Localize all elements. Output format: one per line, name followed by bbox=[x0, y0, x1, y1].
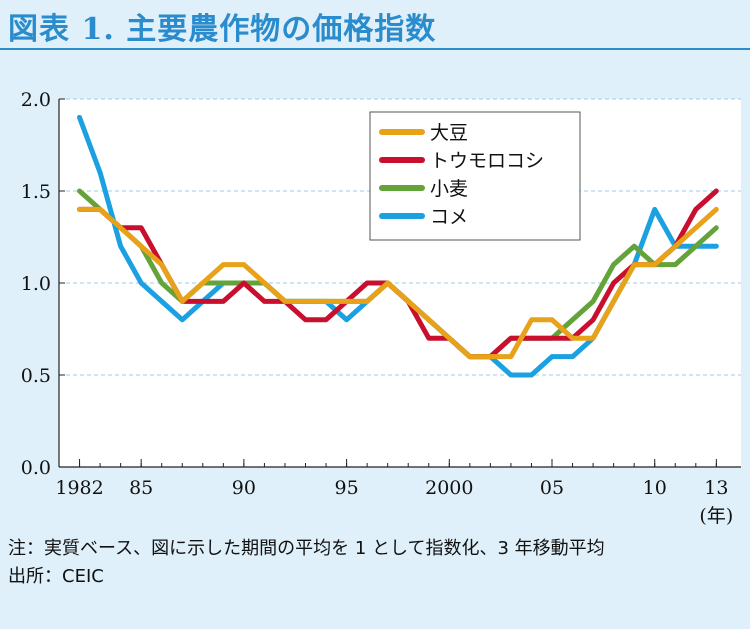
axes: 0.0 0.5 1.0 1.5 2.0 1982 85 90 95 2000 05 10 13 (年) bbox=[21, 89, 741, 527]
legend-label: コメ bbox=[430, 206, 468, 228]
legend-label: 小麦 bbox=[430, 178, 468, 200]
chart-container: 0.0 0.5 1.0 1.5 2.0 1982 85 90 95 2000 05 10 13 (年) 大… bbox=[0, 60, 750, 530]
series-line-0 bbox=[77, 206, 719, 360]
x-tick-label: 05 bbox=[540, 477, 564, 499]
y-tick-label: 0.5 bbox=[21, 365, 51, 387]
y-tick-label: 1.5 bbox=[21, 181, 51, 203]
y-tick-label: 0.0 bbox=[21, 457, 51, 479]
y-tick-label: 2.0 bbox=[21, 89, 51, 111]
notes: 注： 実質ベース、図に示した期間の平均を 1 として指数化、3 年移動平均 出所… bbox=[8, 535, 743, 591]
line-chart: 0.0 0.5 1.0 1.5 2.0 1982 85 90 95 2000 05 10 13 (年) 大… bbox=[21, 89, 741, 527]
source-label: 出所： bbox=[8, 566, 62, 587]
series-lines bbox=[77, 114, 719, 378]
legend-label: トウモロコシ bbox=[430, 150, 544, 172]
y-tick-label: 1.0 bbox=[21, 273, 51, 295]
x-tick-label: 13 bbox=[704, 477, 728, 499]
title-bar: 図表 1. 主要農作物の価格指数 bbox=[0, 0, 750, 50]
x-tick-label: 85 bbox=[129, 477, 153, 499]
x-tick-label: 2000 bbox=[425, 477, 473, 499]
legend-label: 大豆 bbox=[430, 122, 468, 144]
source-text: CEIC bbox=[62, 566, 104, 587]
x-tick-label: 1982 bbox=[55, 477, 103, 499]
note-row: 注： 実質ベース、図に示した期間の平均を 1 として指数化、3 年移動平均 bbox=[8, 535, 743, 563]
source-row: 出所： CEIC bbox=[8, 563, 743, 591]
note-text: 実質ベース、図に示した期間の平均を 1 として指数化、3 年移動平均 bbox=[44, 538, 605, 559]
note-label: 注： bbox=[8, 538, 44, 559]
x-tick-label: 10 bbox=[643, 477, 667, 499]
x-tick-label: 95 bbox=[334, 477, 358, 499]
page-title: 図表 1. 主要農作物の価格指数 bbox=[8, 12, 437, 47]
x-unit-label: (年) bbox=[699, 505, 733, 527]
x-tick-label: 90 bbox=[232, 477, 256, 499]
